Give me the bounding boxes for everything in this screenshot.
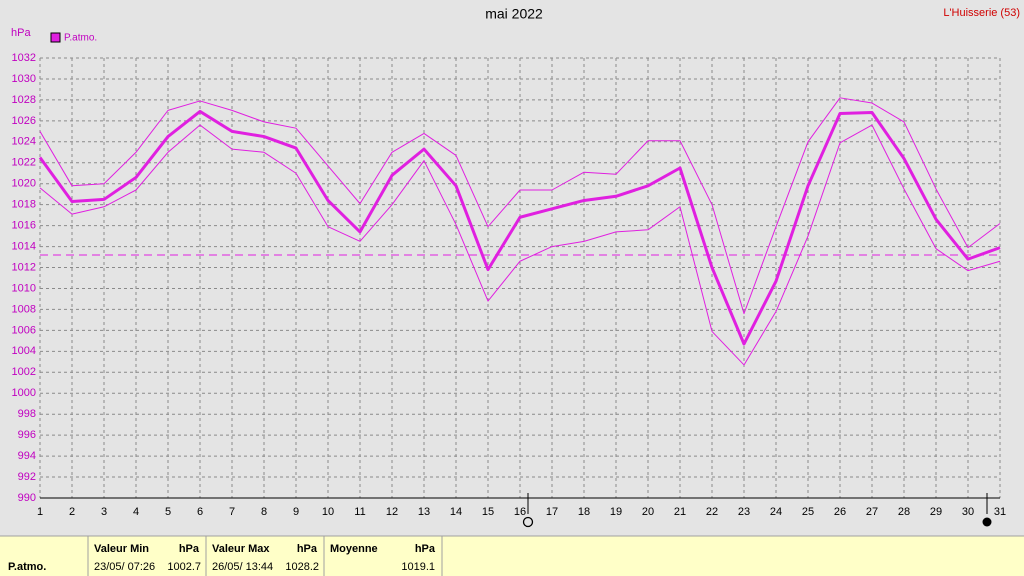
y-tick-label: 1002: [12, 366, 36, 378]
x-tick-label: 5: [165, 506, 171, 518]
mean-title: Moyenne: [330, 543, 378, 555]
x-tick-label: 6: [197, 506, 203, 518]
y-tick-label: 1010: [12, 282, 36, 294]
x-tick-label: 28: [898, 506, 910, 518]
min-date: 23/05/ 07:26: [94, 561, 155, 573]
x-tick-label: 19: [610, 506, 622, 518]
chart-title: mai 2022: [485, 6, 543, 22]
y-tick-label: 1012: [12, 261, 36, 273]
x-tick-label: 26: [834, 506, 846, 518]
x-tick-label: 21: [674, 506, 686, 518]
x-tick-label: 29: [930, 506, 942, 518]
max-title: Valeur Max: [212, 543, 270, 555]
y-tick-label: 998: [18, 408, 36, 420]
max-value: 1028.2: [285, 561, 319, 573]
x-tick-label: 23: [738, 506, 750, 518]
x-tick-label: 20: [642, 506, 654, 518]
x-tick-label: 1: [37, 506, 43, 518]
y-tick-label: 1008: [12, 303, 36, 315]
mean-unit: hPa: [415, 543, 436, 555]
x-tick-label: 11: [354, 506, 365, 518]
series-line: [38, 109, 1001, 346]
y-tick-label: 996: [18, 429, 36, 441]
x-tick-label: 27: [866, 506, 878, 518]
y-tick-label: 1020: [12, 178, 36, 190]
x-tick-label: 25: [802, 506, 814, 518]
x-tick-label: 30: [962, 506, 974, 518]
series-line: [39, 97, 1001, 315]
x-tick-label: 7: [229, 506, 235, 518]
y-tick-label: 1018: [12, 199, 36, 211]
x-tick-label: 15: [482, 506, 494, 518]
y-tick-label: 1028: [12, 94, 36, 106]
moon-new: [522, 516, 534, 528]
x-tick-label: 10: [322, 506, 334, 518]
footer-bg: [0, 536, 1024, 576]
y-tick-label: 1004: [12, 345, 36, 357]
x-tick-label: 4: [133, 506, 139, 518]
legend-label: P.atmo.: [64, 33, 97, 44]
x-tick-label: 17: [546, 506, 558, 518]
y-tick-label: 994: [18, 450, 36, 462]
max-unit: hPa: [297, 543, 318, 555]
y-tick-label: 1016: [12, 220, 36, 232]
x-tick-label: 2: [69, 506, 75, 518]
y-tick-label: 1032: [12, 52, 36, 64]
x-tick-label: 31: [994, 506, 1006, 518]
y-tick-label: 1000: [12, 387, 36, 399]
y-tick-label: 1014: [12, 240, 36, 252]
x-tick-label: 9: [293, 506, 299, 518]
x-tick-label: 8: [261, 506, 267, 518]
footer-label: P.atmo.: [8, 561, 46, 573]
min-unit: hPa: [179, 543, 200, 555]
x-tick-label: 24: [770, 506, 782, 518]
y-tick-label: 1022: [12, 157, 36, 169]
x-tick-label: 3: [101, 506, 107, 518]
min-value: 1002.7: [167, 561, 201, 573]
mean-value: 1019.1: [401, 561, 435, 573]
min-title: Valeur Min: [94, 543, 149, 555]
x-tick-label: 16: [514, 506, 526, 518]
moon-full: [982, 517, 992, 527]
y-tick-label: 992: [18, 471, 36, 483]
series-line: [39, 124, 1001, 366]
y-axis-label: hPa: [11, 27, 31, 39]
y-tick-label: 1024: [12, 136, 36, 148]
x-tick-label: 18: [578, 506, 590, 518]
x-tick-label: 12: [386, 506, 398, 518]
max-date: 26/05/ 13:44: [212, 561, 273, 573]
y-tick-label: 1026: [12, 115, 36, 127]
legend-swatch: [50, 32, 61, 43]
x-tick-label: 13: [418, 506, 430, 518]
y-tick-label: 1006: [12, 324, 36, 336]
y-tick-label: 1030: [12, 73, 36, 85]
x-tick-label: 14: [450, 506, 462, 518]
y-tick-label: 990: [18, 492, 36, 504]
x-tick-label: 22: [706, 506, 718, 518]
location: L'Huisserie (53): [943, 7, 1020, 19]
footer: P.atmo. Valeur Min hPa 23/05/ 07:26 1002…: [0, 535, 1024, 576]
